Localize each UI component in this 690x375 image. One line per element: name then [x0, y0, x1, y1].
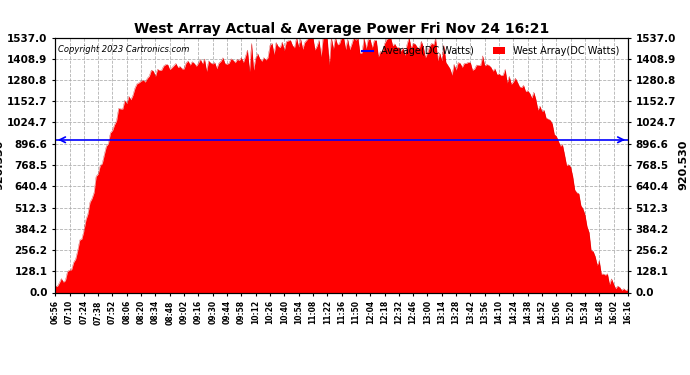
- Y-axis label: 920.530: 920.530: [0, 140, 4, 190]
- Legend: Average(DC Watts), West Array(DC Watts): Average(DC Watts), West Array(DC Watts): [357, 42, 623, 60]
- Title: West Array Actual & Average Power Fri Nov 24 16:21: West Array Actual & Average Power Fri No…: [134, 22, 549, 36]
- Text: Copyright 2023 Cartronics.com: Copyright 2023 Cartronics.com: [58, 45, 190, 54]
- Y-axis label: 920.530: 920.530: [679, 140, 689, 190]
